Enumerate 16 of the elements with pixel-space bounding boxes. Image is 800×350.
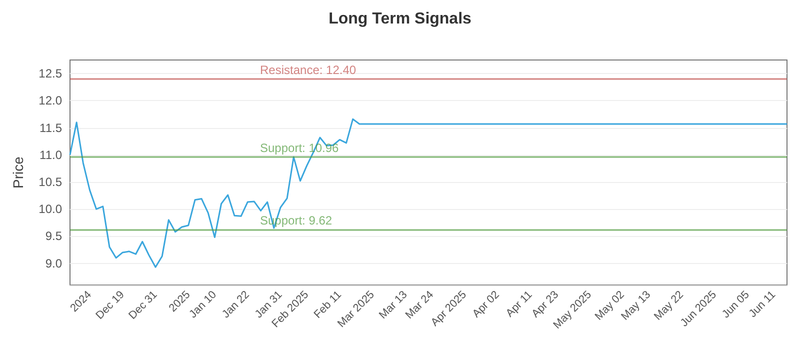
x-tick-label: Apr 02 xyxy=(470,288,502,320)
y-tick-label: 10.5 xyxy=(38,174,62,189)
y-axis-title: Price xyxy=(10,156,26,188)
y-tick-label: 11.0 xyxy=(40,148,62,162)
y-tick-label: 12.5 xyxy=(38,66,62,81)
y-tick-label: 10.0 xyxy=(38,202,62,216)
x-tick-label: Dec 31 xyxy=(126,288,160,322)
x-tick-label: Jan 22 xyxy=(220,288,252,321)
chart-title: Long Term Signals xyxy=(328,10,472,28)
y-tick-label: 9.0 xyxy=(45,256,62,270)
x-tick-label: Dec 19 xyxy=(94,288,127,322)
y-tick-label: 11.5 xyxy=(40,120,62,135)
line-series xyxy=(69,118,788,268)
y-tick-label: 12.0 xyxy=(38,94,62,108)
y-tick-label: 9.5 xyxy=(45,229,62,244)
ref-line-label: Resistance: 12.40 xyxy=(260,62,356,77)
